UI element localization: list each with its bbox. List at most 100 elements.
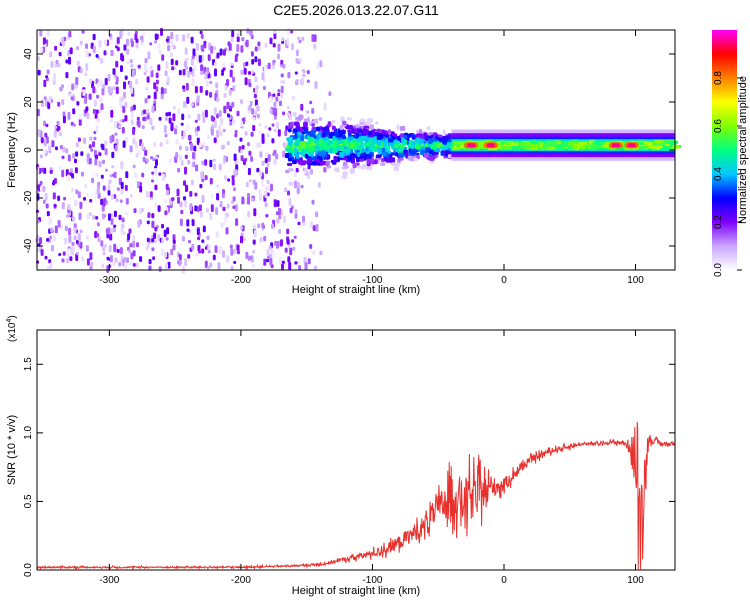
heatmap-cell xyxy=(134,172,138,179)
heatmap-cell xyxy=(214,68,217,77)
heatmap-cell xyxy=(42,185,46,192)
heatmap-cell xyxy=(203,40,207,45)
heatmap-cell xyxy=(268,127,272,131)
heatmap-cell xyxy=(150,197,153,201)
heatmap-cell xyxy=(247,211,251,218)
colorbar-tick-label: 0.4 xyxy=(713,167,724,181)
heatmap-cell xyxy=(187,114,191,119)
heatmap-cell xyxy=(232,196,236,202)
heatmap-cell xyxy=(83,137,87,144)
heatmap-cell xyxy=(121,127,125,134)
heatmap-cell xyxy=(313,118,319,124)
heatmap-cell xyxy=(390,162,397,166)
heatmap-cell xyxy=(165,183,169,190)
heatmap-cell xyxy=(116,187,120,191)
heatmap-cell xyxy=(251,108,255,115)
heatmap-cell xyxy=(388,137,394,143)
heatmap-cell xyxy=(254,56,258,63)
x-tick-label: -300 xyxy=(99,275,119,286)
heatmap-cell xyxy=(254,46,258,52)
heatmap-cell xyxy=(146,76,150,83)
heatmap-cell xyxy=(507,142,512,146)
heatmap-cell xyxy=(247,197,250,205)
heatmap-cell xyxy=(240,155,244,162)
heatmap-cell xyxy=(105,168,108,172)
heatmap-cell xyxy=(183,180,186,186)
heatmap-cell xyxy=(206,235,210,240)
heatmap-cell xyxy=(88,144,92,149)
heatmap-cell xyxy=(209,80,213,85)
heatmap-cell xyxy=(85,235,89,240)
heatmap-cell xyxy=(207,250,211,254)
heatmap-cell xyxy=(319,139,323,143)
heatmap-cell xyxy=(252,116,256,121)
heatmap-cell xyxy=(40,137,44,144)
heatmap-cell xyxy=(73,235,77,241)
heatmap-cell xyxy=(144,58,148,64)
heatmap-cell xyxy=(165,139,169,145)
heatmap-cell xyxy=(326,144,332,149)
heatmap-cell xyxy=(259,170,263,177)
heatmap-cell xyxy=(243,67,247,75)
heatmap-cell xyxy=(48,217,52,225)
heatmap-cell xyxy=(131,69,135,77)
heatmap-cell xyxy=(57,195,61,201)
heatmap-cell xyxy=(306,79,310,83)
heatmap-cell xyxy=(109,174,113,178)
heatmap-cell xyxy=(160,248,164,256)
heatmap-cell xyxy=(170,31,174,40)
heatmap-cell xyxy=(154,184,158,191)
heatmap-cell xyxy=(397,147,404,154)
heatmap-cell xyxy=(254,99,258,107)
heatmap-cell xyxy=(111,151,115,159)
y-tick-label: 1.0 xyxy=(23,425,34,439)
colorbar-gradient xyxy=(712,30,737,270)
heatmap-cell xyxy=(197,113,201,121)
heatmap-cell xyxy=(240,45,244,53)
heatmap-cell xyxy=(61,84,64,89)
heatmap-cell xyxy=(101,205,105,212)
heatmap-cell xyxy=(197,245,201,252)
heatmap-cell xyxy=(352,163,357,169)
heatmap-cell xyxy=(531,140,539,144)
heatmap-cell xyxy=(170,41,174,49)
heatmap-cell xyxy=(441,139,448,144)
heatmap-cell xyxy=(183,101,186,108)
heatmap-cell xyxy=(45,75,49,79)
heatmap-cell xyxy=(257,46,261,51)
heatmap-cell xyxy=(293,171,297,177)
heatmap-cell xyxy=(175,34,179,42)
heatmap-cell xyxy=(44,132,48,138)
heatmap-cell xyxy=(37,248,41,252)
heatmap-cell xyxy=(257,58,261,66)
heatmap-cell xyxy=(280,37,284,42)
heatmap-cell xyxy=(92,86,96,94)
heatmap-cell xyxy=(143,62,147,71)
heatmap-cell xyxy=(289,247,293,256)
heatmap-cell xyxy=(119,199,123,203)
heatmap-cell xyxy=(122,231,126,235)
heatmap-cell xyxy=(477,140,484,144)
heatmap-cell xyxy=(250,131,254,137)
heatmap-cell xyxy=(61,258,65,263)
heatmap-cell xyxy=(172,239,176,244)
heatmap-cell xyxy=(438,134,443,138)
heatmap-cell xyxy=(430,144,437,150)
heatmap-cell xyxy=(213,163,217,171)
heatmap-cell xyxy=(145,158,149,163)
heatmap-cell xyxy=(588,140,596,144)
heatmap-cell xyxy=(129,193,133,198)
heatmap-cell xyxy=(46,238,50,242)
heatmap-cell xyxy=(376,128,382,133)
heatmap-cell xyxy=(66,258,70,264)
heatmap-cell xyxy=(252,239,256,245)
colorbar-ticks: 0.0 0.2 0.4 0.6 0.8 xyxy=(713,71,742,277)
heatmap-cell xyxy=(129,59,133,64)
x-tick-label: -200 xyxy=(231,575,251,586)
heatmap-cell xyxy=(164,70,168,77)
heatmap-cell xyxy=(120,96,124,102)
heatmap-cell xyxy=(63,196,67,201)
heatmap-cell xyxy=(577,144,582,148)
heatmap-cell xyxy=(75,189,79,195)
heatmap-cell xyxy=(377,148,382,155)
